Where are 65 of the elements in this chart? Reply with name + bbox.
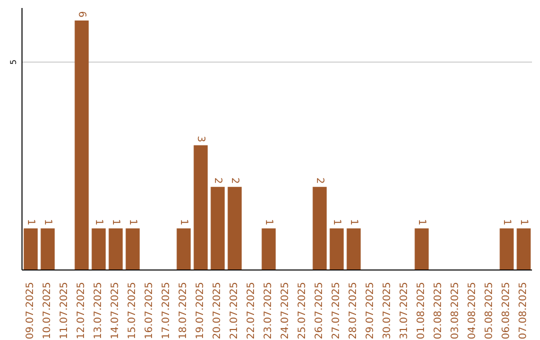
- x-tick-label: 30.07.2025: [382, 282, 393, 340]
- x-tick-label: 04.08.2025: [467, 282, 478, 340]
- data-label: 2: [229, 177, 240, 184]
- data-label: 1: [110, 219, 122, 226]
- data-label: 1: [331, 219, 342, 226]
- x-tick-label: 06.08.2025: [501, 282, 512, 340]
- data-label: 1: [178, 219, 190, 226]
- bar: [74, 20, 89, 270]
- x-tick-label: 20.07.2025: [212, 282, 223, 340]
- x-tick-label: 14.07.2025: [110, 282, 121, 340]
- x-tick-label: 28.07.2025: [348, 282, 359, 340]
- x-tick-label: 25.07.2025: [297, 282, 308, 340]
- x-tick-label: 18.07.2025: [178, 282, 189, 340]
- data-label: 6: [76, 11, 88, 18]
- bar: [346, 228, 361, 270]
- bar: [194, 145, 208, 270]
- x-tick-label: 26.07.2025: [314, 282, 325, 340]
- bar: [312, 186, 327, 270]
- x-tick-label: 02.08.2025: [433, 282, 444, 340]
- x-tick-label: 22.07.2025: [246, 282, 257, 340]
- bar: [92, 228, 106, 270]
- bar: [262, 228, 276, 270]
- data-label: 1: [416, 219, 428, 226]
- y-tick-label: 5: [9, 60, 18, 65]
- x-tick-label: 13.07.2025: [93, 282, 104, 340]
- bar: [500, 228, 514, 270]
- x-tick-label: 10.07.2025: [42, 282, 53, 340]
- x-tick-label: 07.08.2025: [518, 282, 529, 340]
- bar: [40, 228, 55, 270]
- x-tick-label: 15.07.2025: [127, 282, 138, 340]
- x-tick-label: 05.08.2025: [484, 282, 495, 340]
- data-label: 1: [127, 219, 138, 226]
- bar: [176, 228, 191, 270]
- x-tick-label: 03.08.2025: [450, 282, 461, 340]
- x-tick-label: 01.08.2025: [416, 282, 427, 340]
- x-tick-label: 23.07.2025: [263, 282, 274, 340]
- x-tick-label: 17.07.2025: [161, 282, 172, 340]
- data-label: 1: [42, 219, 54, 226]
- bar: [210, 186, 225, 270]
- data-label: 1: [501, 219, 512, 226]
- x-tick-label: 27.07.2025: [331, 282, 342, 340]
- bar: [228, 186, 242, 270]
- bar: [516, 228, 531, 270]
- data-label: 3: [195, 136, 206, 142]
- x-tick-label: 31.07.2025: [399, 282, 410, 340]
- data-label: 1: [518, 219, 530, 226]
- x-tick-label: 12.07.2025: [76, 282, 87, 340]
- data-label: 1: [25, 219, 36, 226]
- x-tick-label: 16.07.2025: [144, 282, 155, 340]
- data-label: 2: [314, 177, 326, 184]
- x-tick-label: 24.07.2025: [280, 282, 291, 340]
- x-tick-label: 29.07.2025: [365, 282, 376, 340]
- x-tick-label: 21.07.2025: [229, 282, 240, 340]
- bar: [108, 228, 123, 270]
- bar: [414, 228, 429, 270]
- bar: [330, 228, 344, 270]
- x-tick-label: 09.07.2025: [25, 282, 36, 340]
- x-tick-label: 19.07.2025: [195, 282, 206, 340]
- x-tick-label: 11.07.2025: [59, 282, 70, 340]
- data-label: 2: [212, 177, 224, 184]
- data-label: 1: [263, 219, 274, 226]
- data-label: 1: [348, 219, 360, 226]
- bar: [24, 228, 38, 270]
- bar: [126, 228, 140, 270]
- data-label: 1: [93, 219, 104, 226]
